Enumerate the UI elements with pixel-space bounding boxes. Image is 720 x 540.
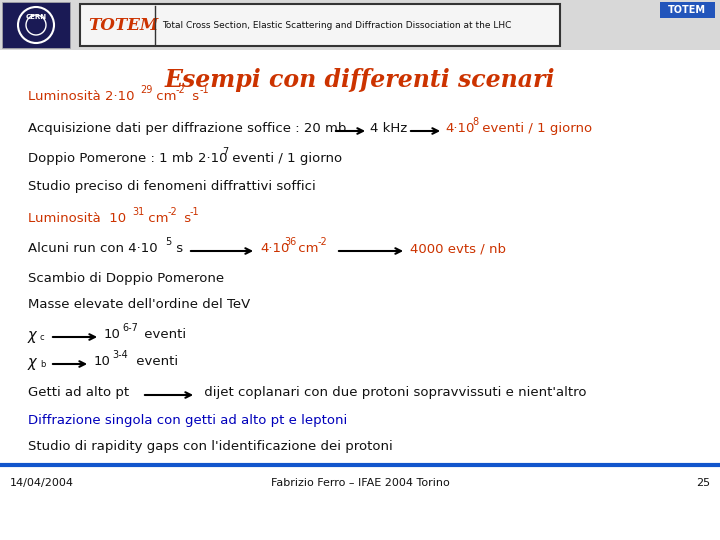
Text: cm: cm <box>152 90 176 103</box>
Text: 4000 evts / nb: 4000 evts / nb <box>410 242 506 255</box>
Text: 4·10: 4·10 <box>260 242 289 255</box>
FancyBboxPatch shape <box>80 4 560 46</box>
Text: 3-4: 3-4 <box>112 350 127 360</box>
Text: s: s <box>180 212 191 225</box>
Text: χ: χ <box>28 328 37 343</box>
Bar <box>638 2 714 48</box>
Text: CERN: CERN <box>25 14 47 20</box>
Text: Alcuni run con 4·10: Alcuni run con 4·10 <box>28 242 158 255</box>
Text: 4 kHz: 4 kHz <box>370 122 408 135</box>
Text: Esempi con differenti scenari: Esempi con differenti scenari <box>165 68 555 92</box>
Text: Diffrazione singola con getti ad alto pt e leptoni: Diffrazione singola con getti ad alto pt… <box>28 414 347 427</box>
Text: Studio di rapidity gaps con l'identificazione dei protoni: Studio di rapidity gaps con l'identifica… <box>28 440 392 453</box>
Text: -2: -2 <box>168 207 178 217</box>
Text: χ: χ <box>28 355 37 370</box>
Text: Acquisizione dati per diffrazione soffice : 20 mb: Acquisizione dati per diffrazione soffic… <box>28 122 346 135</box>
Text: Luminosità 2·10: Luminosità 2·10 <box>28 90 135 103</box>
Bar <box>2 2 70 48</box>
Text: Masse elevate dell'ordine del TeV: Masse elevate dell'ordine del TeV <box>28 298 251 311</box>
Text: 4·10: 4·10 <box>445 122 474 135</box>
Text: Luminosità  10: Luminosità 10 <box>28 212 126 225</box>
Text: 36: 36 <box>284 237 296 247</box>
Text: eventi: eventi <box>132 355 178 368</box>
Text: 2·10: 2·10 <box>198 152 228 165</box>
Text: Studio preciso di fenomeni diffrattivi soffici: Studio preciso di fenomeni diffrattivi s… <box>28 180 316 193</box>
Text: TOTEM: TOTEM <box>88 17 158 33</box>
Text: 29: 29 <box>140 85 153 95</box>
Text: eventi: eventi <box>140 328 186 341</box>
Text: dijet coplanari con due protoni sopravvissuti e nient'altro: dijet coplanari con due protoni sopravvi… <box>200 386 587 399</box>
Text: 31: 31 <box>132 207 144 217</box>
Text: Fabrizio Ferro – IFAE 2004 Torino: Fabrizio Ferro – IFAE 2004 Torino <box>271 478 449 488</box>
Text: -1: -1 <box>190 207 199 217</box>
Text: cm: cm <box>144 212 168 225</box>
Text: cm: cm <box>294 242 318 255</box>
Text: -2: -2 <box>318 237 328 247</box>
Text: eventi / 1 giorno: eventi / 1 giorno <box>478 122 592 135</box>
Text: 7: 7 <box>222 147 228 157</box>
Text: Scambio di Doppio Pomerone: Scambio di Doppio Pomerone <box>28 272 224 285</box>
Text: 10: 10 <box>94 355 111 368</box>
Text: 14/04/2004: 14/04/2004 <box>10 478 74 488</box>
Text: s: s <box>172 242 183 255</box>
Text: b: b <box>40 360 45 369</box>
Bar <box>0 0 720 50</box>
Text: -1: -1 <box>200 85 210 95</box>
Text: Doppio Pomerone : 1 mb: Doppio Pomerone : 1 mb <box>28 152 193 165</box>
Bar <box>660 2 715 18</box>
Text: -2: -2 <box>176 85 186 95</box>
Text: Getti ad alto pt: Getti ad alto pt <box>28 386 129 399</box>
Text: 5: 5 <box>165 237 171 247</box>
Text: Total Cross Section, Elastic Scattering and Diffraction Dissociation at the LHC: Total Cross Section, Elastic Scattering … <box>162 21 511 30</box>
Text: 25: 25 <box>696 478 710 488</box>
Text: eventi / 1 giorno: eventi / 1 giorno <box>228 152 342 165</box>
Text: s: s <box>188 90 199 103</box>
Text: 10: 10 <box>104 328 121 341</box>
Text: TOTEM: TOTEM <box>668 5 706 15</box>
Text: c: c <box>40 333 45 342</box>
Text: 8: 8 <box>472 117 478 127</box>
Text: 6-7: 6-7 <box>122 323 138 333</box>
